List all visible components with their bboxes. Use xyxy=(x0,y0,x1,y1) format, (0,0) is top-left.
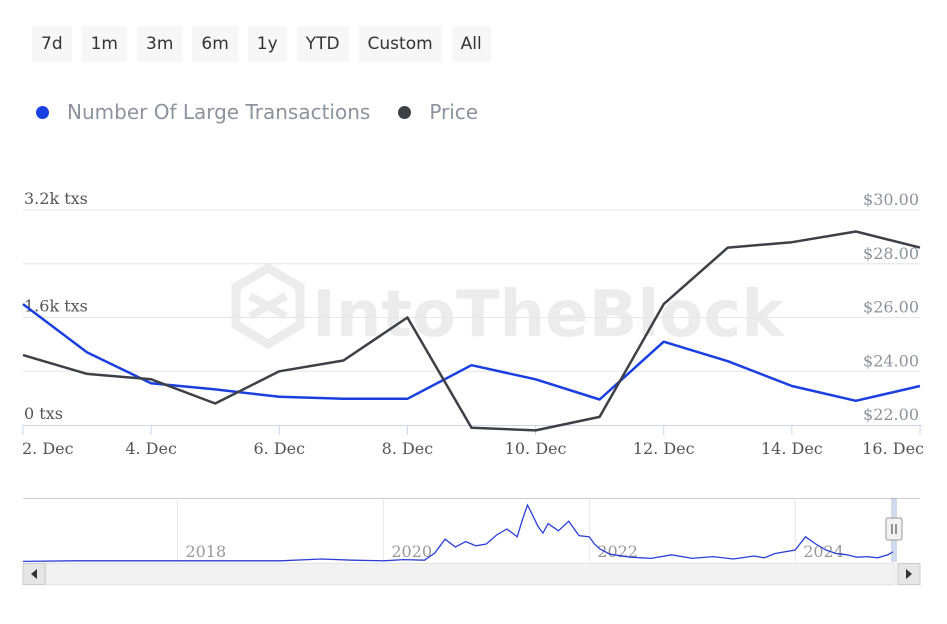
arrow-left-icon xyxy=(31,569,37,579)
scrollbar-thumb[interactable] xyxy=(45,563,895,585)
range-button-1m[interactable]: 1m xyxy=(81,26,127,62)
navigator-year-label: 2024 xyxy=(803,542,844,561)
right-axis-tick-label: $28.00 xyxy=(863,244,919,263)
left-axis-tick-label: 0 txs xyxy=(24,404,63,423)
x-axis-tick-label: 10. Dec xyxy=(505,439,567,458)
x-axis-tick-label: 6. Dec xyxy=(253,439,305,458)
range-button-all[interactable]: All xyxy=(451,26,491,62)
range-button-7d[interactable]: 7d xyxy=(32,26,72,62)
svg-text:IntoTheBlock: IntoTheBlock xyxy=(312,278,785,352)
handle-body xyxy=(885,517,903,541)
left-axis-tick-label: 3.2k txs xyxy=(24,189,88,208)
legend-label-transactions: Number Of Large Transactions xyxy=(67,100,371,124)
left-axis-tick-label: 1.6k txs xyxy=(24,297,88,316)
navigator-series-line xyxy=(22,503,894,563)
legend-label-price: Price xyxy=(429,100,479,124)
range-button-6m[interactable]: 6m xyxy=(192,26,238,62)
range-button-1y[interactable]: 1y xyxy=(247,26,287,62)
right-axis-tick-label: $26.00 xyxy=(863,298,919,317)
arrow-right-icon xyxy=(906,569,912,579)
series-line-transactions xyxy=(22,303,921,403)
navigator-year-label: 2018 xyxy=(185,542,226,561)
navigator-scrollbar xyxy=(22,562,921,586)
right-axis-tick-label: $22.00 xyxy=(863,405,919,424)
x-axis-tick-label: 4. Dec xyxy=(125,439,177,458)
navigator-year-label: 2020 xyxy=(391,542,432,561)
range-button-custom[interactable]: Custom xyxy=(358,26,442,62)
range-button-3m[interactable]: 3m xyxy=(137,26,183,62)
x-axis-tick-label: 16. Dec xyxy=(862,439,924,458)
chart-legend: Number Of Large Transactions Price xyxy=(36,98,506,126)
legend-item-price[interactable]: Price xyxy=(398,100,478,124)
range-selector: 7d 1m 3m 6m 1y YTD Custom All xyxy=(32,26,491,62)
right-axis-tick-label: $30.00 xyxy=(863,190,919,209)
x-axis-tick-label: 2. Dec xyxy=(22,439,74,458)
legend-dot-icon xyxy=(398,105,412,119)
watermark-logo: IntoTheBlock xyxy=(231,262,785,352)
legend-item-transactions[interactable]: Number Of Large Transactions xyxy=(36,100,370,124)
x-axis-tick-label: 12. Dec xyxy=(633,439,695,458)
x-axis-tick-label: 14. Dec xyxy=(761,439,823,458)
x-axis-tick-label: 8. Dec xyxy=(382,439,434,458)
range-button-ytd[interactable]: YTD xyxy=(296,26,349,62)
navigator-handle-icon[interactable] xyxy=(885,517,903,541)
right-axis-tick-label: $24.00 xyxy=(863,351,919,370)
series-line-price xyxy=(22,230,921,432)
legend-dot-icon xyxy=(36,105,49,119)
